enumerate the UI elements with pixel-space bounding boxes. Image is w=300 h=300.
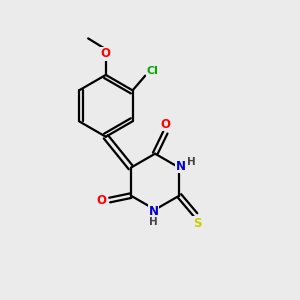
Text: H: H bbox=[187, 158, 196, 167]
Text: H: H bbox=[149, 217, 158, 227]
Text: Cl: Cl bbox=[146, 66, 158, 76]
Text: O: O bbox=[160, 118, 170, 131]
Text: O: O bbox=[96, 194, 106, 207]
Text: N: N bbox=[176, 160, 186, 173]
Text: S: S bbox=[193, 217, 201, 230]
Text: O: O bbox=[101, 47, 111, 60]
Text: N: N bbox=[148, 205, 159, 218]
